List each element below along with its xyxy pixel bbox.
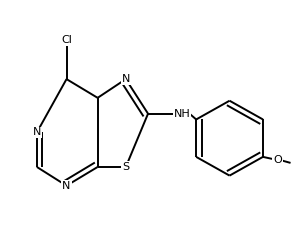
Text: O: O: [273, 155, 282, 165]
Text: N: N: [33, 127, 41, 137]
Text: S: S: [122, 162, 129, 172]
Text: N: N: [122, 74, 130, 84]
Text: Cl: Cl: [61, 35, 72, 45]
Text: NH: NH: [174, 109, 191, 119]
Text: N: N: [62, 181, 71, 191]
